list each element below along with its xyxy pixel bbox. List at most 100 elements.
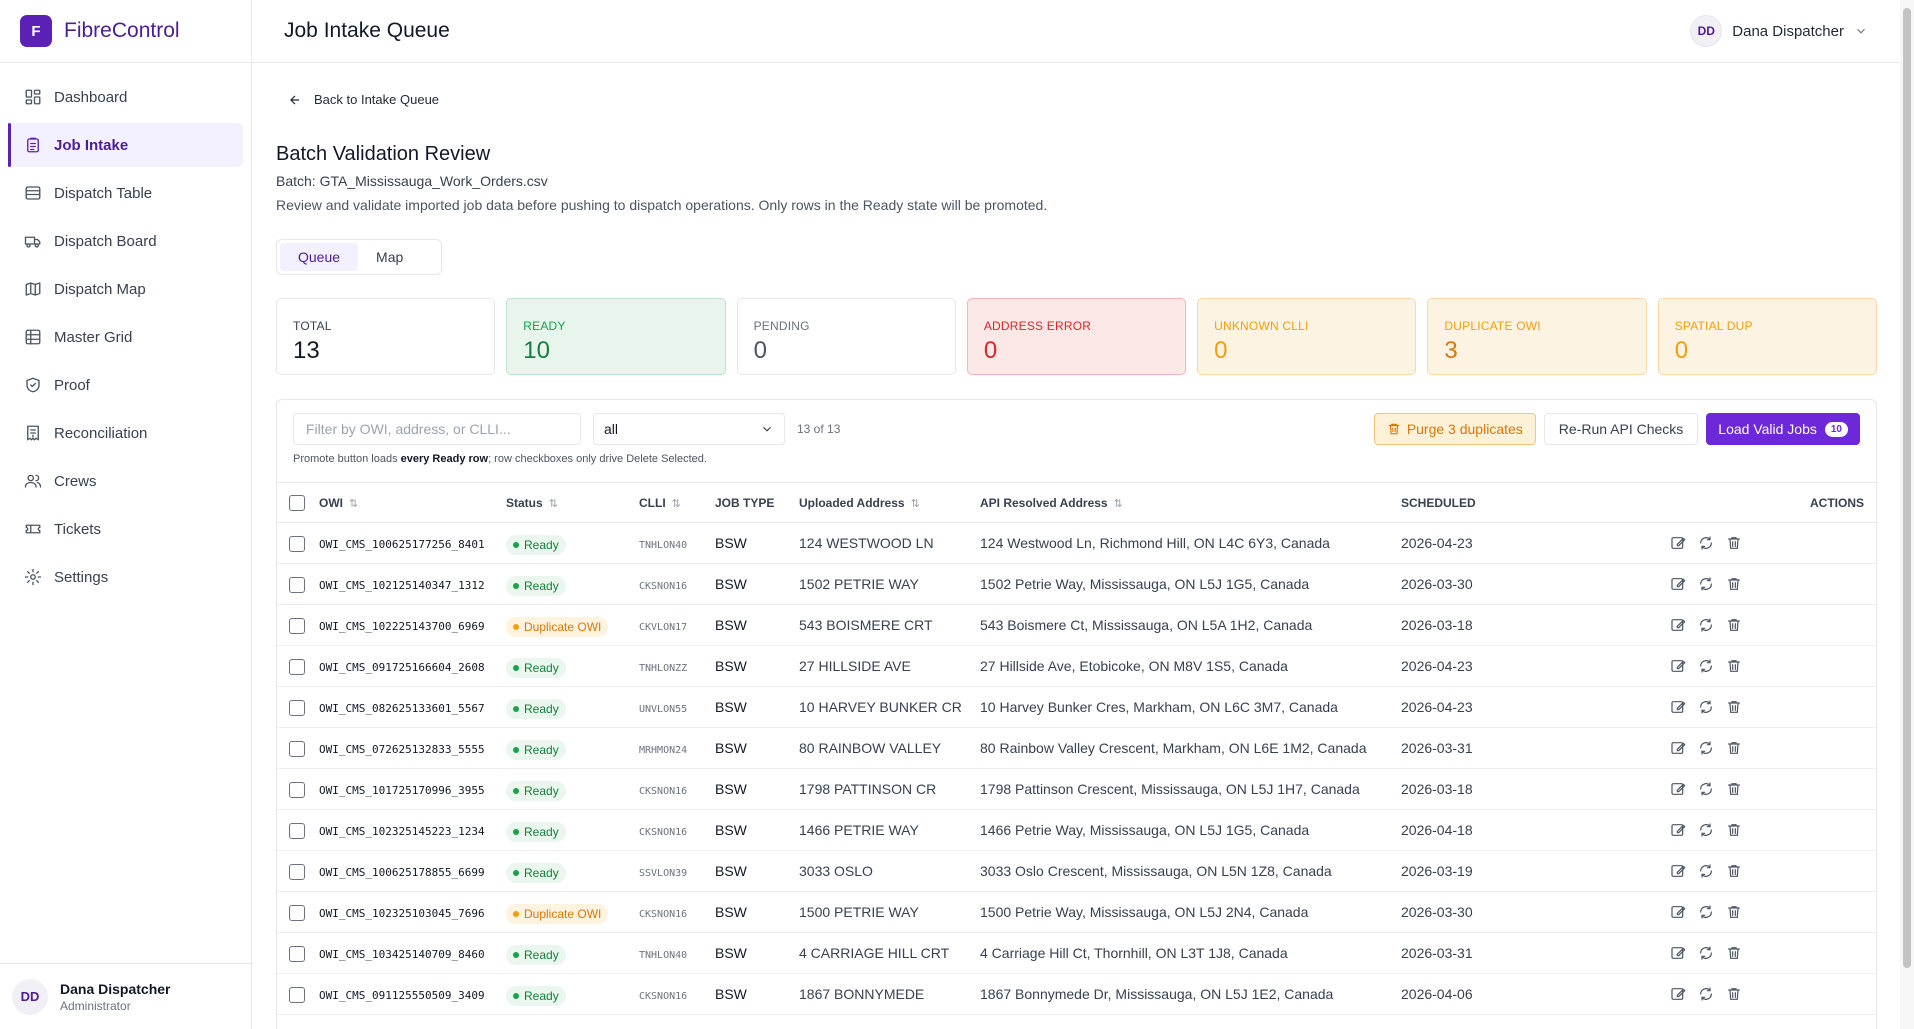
table-row[interactable]: OWI_CMS_102225143700_6969 Duplicate OWI …: [277, 605, 1876, 646]
refresh-icon[interactable]: [1698, 699, 1714, 715]
edit-icon[interactable]: [1670, 904, 1686, 920]
trash-icon[interactable]: [1726, 535, 1742, 551]
filter-input[interactable]: [293, 413, 581, 445]
table-row[interactable]: OWI_CMS_101725170996_3955 Ready CKSNON16…: [277, 769, 1876, 810]
edit-icon[interactable]: [1670, 576, 1686, 592]
tab-map[interactable]: Map: [376, 249, 404, 265]
stat-card-unknown-clli[interactable]: UNKNOWN CLLI 0: [1197, 298, 1417, 375]
sidebar-item-crews[interactable]: Crews: [8, 459, 243, 503]
column-header-clli[interactable]: CLLI ⇅: [639, 483, 715, 523]
edit-icon[interactable]: [1670, 535, 1686, 551]
refresh-icon[interactable]: [1698, 986, 1714, 1002]
refresh-icon[interactable]: [1698, 535, 1714, 551]
row-checkbox[interactable]: [289, 904, 305, 921]
status-badge: Duplicate OWI: [506, 904, 609, 924]
load-valid-jobs-button[interactable]: Load Valid Jobs 10: [1706, 413, 1860, 445]
trash-icon[interactable]: [1726, 658, 1742, 674]
row-checkbox[interactable]: [289, 535, 305, 552]
stat-card-spatial-dup[interactable]: SPATIAL DUP 0: [1657, 298, 1877, 375]
edit-icon[interactable]: [1670, 740, 1686, 756]
sidebar-item-settings[interactable]: Settings: [8, 555, 243, 599]
refresh-icon[interactable]: [1698, 822, 1714, 838]
edit-icon[interactable]: [1670, 822, 1686, 838]
refresh-icon[interactable]: [1698, 904, 1714, 920]
edit-icon[interactable]: [1670, 863, 1686, 879]
refresh-icon[interactable]: [1698, 576, 1714, 592]
edit-icon[interactable]: [1670, 781, 1686, 797]
row-checkbox[interactable]: [289, 699, 305, 716]
table-row[interactable]: OWI_CMS_091125550509_3409 Ready CKSNON16…: [277, 974, 1876, 1015]
trash-icon[interactable]: [1726, 904, 1742, 920]
row-checkbox[interactable]: [289, 822, 305, 839]
row-checkbox[interactable]: [289, 658, 305, 675]
sidebar-item-reconciliation[interactable]: Reconciliation: [8, 411, 243, 455]
rerun-api-checks-button[interactable]: Re-Run API Checks: [1543, 413, 1699, 445]
refresh-icon[interactable]: [1698, 781, 1714, 797]
row-checkbox[interactable]: [289, 863, 305, 880]
sidebar-item-master-grid[interactable]: Master Grid: [8, 315, 243, 359]
status-filter-select[interactable]: all: [593, 413, 785, 445]
row-checkbox[interactable]: [289, 781, 305, 798]
sidebar-item-dispatch-board[interactable]: Dispatch Board: [8, 219, 243, 263]
trash-icon[interactable]: [1726, 576, 1742, 592]
trash-icon[interactable]: [1726, 863, 1742, 879]
edit-icon[interactable]: [1670, 617, 1686, 633]
edit-icon[interactable]: [1670, 699, 1686, 715]
column-header-uploaded-address[interactable]: Uploaded Address ⇅: [799, 483, 980, 523]
trash-icon[interactable]: [1726, 617, 1742, 633]
column-header-status[interactable]: Status ⇅: [506, 483, 639, 523]
refresh-icon[interactable]: [1698, 863, 1714, 879]
sidebar-item-tickets[interactable]: Tickets: [8, 507, 243, 551]
trash-icon[interactable]: [1726, 740, 1742, 756]
row-checkbox[interactable]: [289, 945, 305, 962]
back-link[interactable]: Back to Intake Queue: [288, 92, 439, 107]
trash-icon[interactable]: [1726, 945, 1742, 961]
sidebar-item-job-intake[interactable]: Job Intake: [8, 123, 243, 167]
job-type-cell: BSW: [715, 535, 747, 551]
scrollbar-thumb[interactable]: [1903, 8, 1911, 968]
stat-card-ready[interactable]: READY 10: [506, 298, 726, 375]
column-header-owi[interactable]: OWI ⇅: [319, 483, 506, 523]
purge-duplicates-button[interactable]: Purge 3 duplicates: [1373, 413, 1536, 445]
stat-card-duplicate-owi[interactable]: DUPLICATE OWI 3: [1427, 298, 1647, 375]
stat-card-total[interactable]: TOTAL 13: [276, 298, 496, 375]
trash-icon[interactable]: [1726, 699, 1742, 715]
row-checkbox[interactable]: [289, 576, 305, 593]
sidebar-item-proof[interactable]: Proof: [8, 363, 243, 407]
select-all-checkbox[interactable]: [289, 494, 305, 511]
table-row[interactable]: OWI_CMS_091725166604_2608 Ready TNHLONZZ…: [277, 646, 1876, 687]
user-menu[interactable]: DD Dana Dispatcher: [1690, 15, 1868, 47]
stat-card-pending[interactable]: PENDING 0: [736, 298, 956, 375]
table-row[interactable]: OWI_CMS_103425140709_8460 Ready TNHLON40…: [277, 933, 1876, 974]
column-header-resolved-address[interactable]: API Resolved Address ⇅: [980, 483, 1401, 523]
refresh-icon[interactable]: [1698, 617, 1714, 633]
sidebar-item-dashboard[interactable]: Dashboard: [8, 75, 243, 119]
row-checkbox[interactable]: [289, 617, 305, 634]
refresh-icon[interactable]: [1698, 658, 1714, 674]
page-scrollbar[interactable]: [1900, 0, 1914, 1029]
table-row[interactable]: OWI_CMS_100625177256_8401 Ready TNHLON40…: [277, 523, 1876, 564]
sidebar-item-dispatch-table[interactable]: Dispatch Table: [8, 171, 243, 215]
trash-icon[interactable]: [1726, 986, 1742, 1002]
row-checkbox[interactable]: [289, 986, 305, 1003]
sidebar-item-dispatch-map[interactable]: Dispatch Map: [8, 267, 243, 311]
edit-icon[interactable]: [1670, 945, 1686, 961]
edit-icon[interactable]: [1670, 986, 1686, 1002]
table-row[interactable]: OWI_CMS_102125140347_1312 Ready CKSNON16…: [277, 564, 1876, 605]
refresh-icon[interactable]: [1698, 945, 1714, 961]
table-row[interactable]: OWI_CMS_072625132833_5555 Ready MRHMON24…: [277, 728, 1876, 769]
table-row[interactable]: OWI_CMS_082625133601_5567 Ready UNVLON55…: [277, 687, 1876, 728]
table-row[interactable]: OWI_CMS_100625178855_6699 Ready SSVLON39…: [277, 851, 1876, 892]
stat-card-address-error[interactable]: ADDRESS ERROR 0: [966, 298, 1187, 375]
sidebar-user[interactable]: DD Dana Dispatcher Administrator: [0, 963, 251, 1029]
row-checkbox[interactable]: [289, 740, 305, 757]
edit-icon[interactable]: [1670, 658, 1686, 674]
trash-icon[interactable]: [1726, 781, 1742, 797]
brand[interactable]: F FibreControl: [0, 0, 251, 63]
table-row[interactable]: OWI_CMS_102325103045_7696 Duplicate OWI …: [277, 892, 1876, 933]
refresh-icon[interactable]: [1698, 740, 1714, 756]
dashboard-icon: [25, 89, 41, 105]
table-row[interactable]: OWI_CMS_102325145223_1234 Ready CKSNON16…: [277, 810, 1876, 851]
tab-queue[interactable]: Queue: [280, 243, 359, 271]
trash-icon[interactable]: [1726, 822, 1742, 838]
